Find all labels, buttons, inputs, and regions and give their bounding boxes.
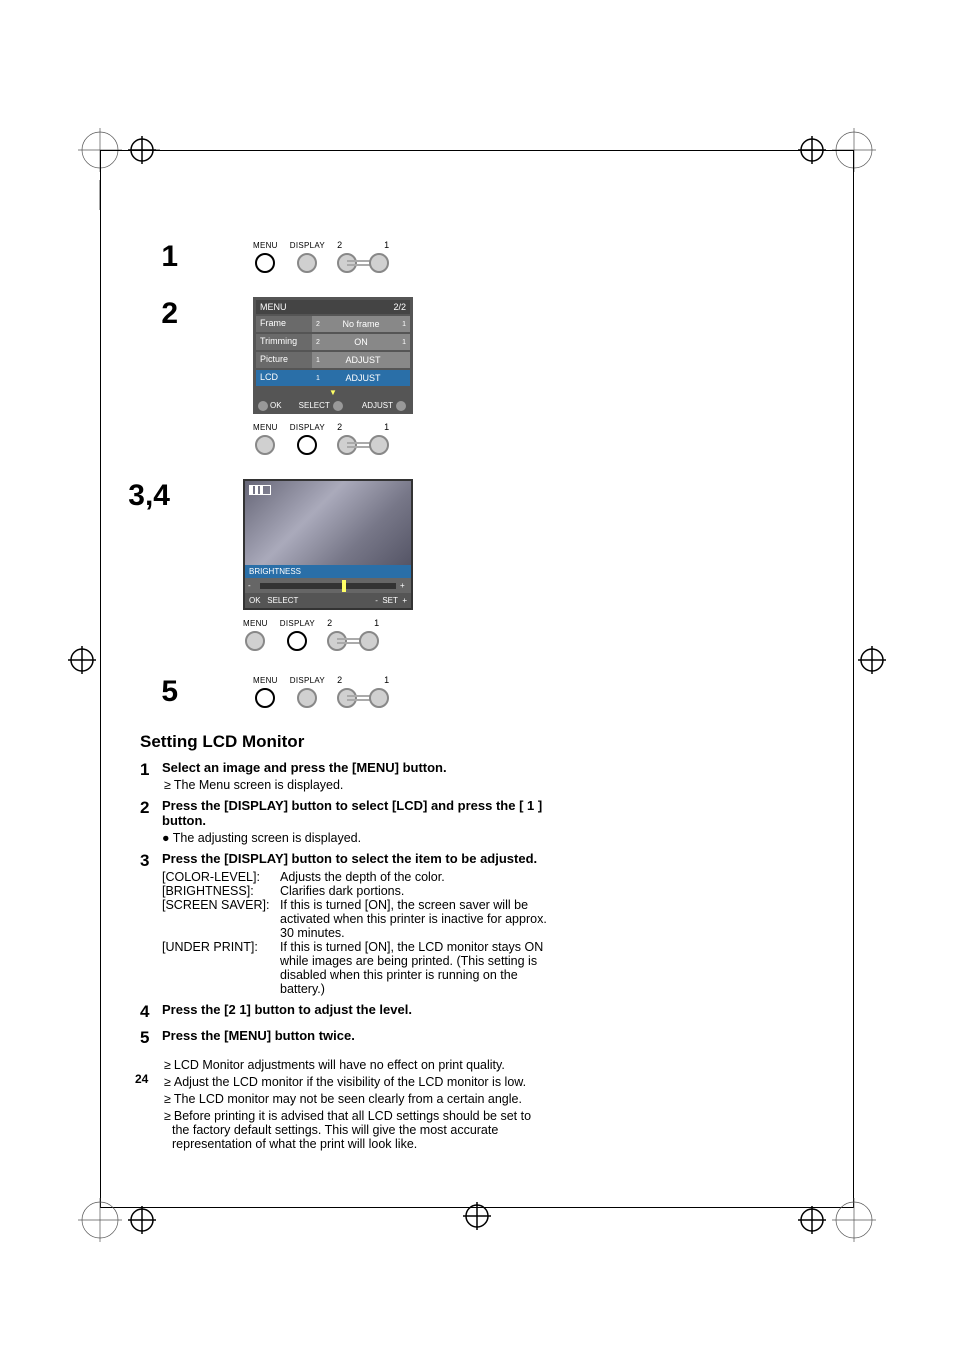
display-button[interactable]: DISPLAY [290,423,325,455]
circle-icon [245,631,265,651]
circle-icon [255,435,275,455]
instruction-item: 3Press the [DISPLAY] button to select th… [140,851,550,996]
note-item: LCD Monitor adjustments will have no eff… [162,1058,550,1072]
note-item: Before printing it is advised that all L… [162,1109,550,1151]
reg-bc [457,1196,497,1236]
step-34-block: 3,4 BRIGHTNESS - + OK SELECT - SET + MEN… [183,479,463,651]
menu-row[interactable]: Trimming2ON1 [256,334,410,350]
menu-button[interactable]: MENU [243,619,268,651]
circle-icon [255,688,275,708]
button-row-2: MENU DISPLAY 21 [253,422,463,455]
step-num-34: 3,4 [125,479,170,513]
step-1-block: 1 MENU DISPLAY 21 [183,240,463,273]
lcd-preview: BRIGHTNESS - + OK SELECT - SET + [243,479,413,610]
arrow-rocker[interactable]: 21 [337,240,389,273]
circle-icon [297,688,317,708]
step-num-1: 1 [133,240,178,274]
step-5-block: 5 MENU DISPLAY 21 [183,675,463,708]
battery-icon [249,485,271,495]
reg-ml [62,640,102,680]
notes-list: LCD Monitor adjustments will have no eff… [140,1058,550,1151]
note-item: The LCD monitor may not be seen clearly … [162,1092,550,1106]
display-button[interactable]: DISPLAY [290,676,325,708]
lcd-adjust-label: BRIGHTNESS [245,565,411,578]
instruction-item: 4Press the [2 1] button to adjust the le… [140,1002,550,1022]
crop-tr [794,120,884,210]
arrow-rocker[interactable]: 21 [327,618,379,651]
menu-down-arrow: ▼ [256,388,410,397]
circle-icon [297,253,317,273]
section-title: Setting LCD Monitor [140,732,550,752]
step-num-2: 2 [133,297,178,331]
brightness-slider[interactable]: - + [245,578,411,593]
crop-line-top [100,150,854,151]
arrow-rocker[interactable]: 21 [337,422,389,455]
instruction-item: 2Press the [DISPLAY] button to select [L… [140,798,550,845]
menu-row[interactable]: Frame2No frame1 [256,316,410,332]
step-2-block: 2 MENU 2/2 Frame2No frame1Trimming2ON1Pi… [183,297,463,455]
circle-icon [255,253,275,273]
instruction-list: 1Select an image and press the [MENU] bu… [140,760,550,1048]
arrow-rocker[interactable]: 21 [337,675,389,708]
instruction-item: 1Select an image and press the [MENU] bu… [140,760,550,792]
menu-button[interactable]: MENU [253,423,278,455]
crop-br [794,1160,884,1250]
button-row-1: MENU DISPLAY 21 [253,240,463,273]
circle-icon [287,631,307,651]
button-row-34: MENU DISPLAY 21 [243,618,463,651]
button-row-5: MENU DISPLAY 21 [253,675,463,708]
display-button[interactable]: DISPLAY [280,619,315,651]
crop-bl [70,1160,160,1250]
menu-row[interactable]: LCD1ADJUST [256,370,410,386]
menu-panel: MENU 2/2 Frame2No frame1 Trimming2ON1 Pict… [253,297,413,414]
display-button[interactable]: DISPLAY [290,241,325,273]
menu-title: MENU [260,302,287,312]
note-item: Adjust the LCD monitor if the visibility… [162,1075,550,1089]
menu-row[interactable]: Picture1ADJUST [256,352,410,368]
step-num-5: 5 [133,675,178,709]
menu-button[interactable]: MENU [253,676,278,708]
crop-tl [70,120,160,210]
reg-mr [852,640,892,680]
menu-button[interactable]: MENU [253,241,278,273]
menu-page: 2/2 [393,302,406,312]
page-number: 24 [135,1072,148,1086]
circle-icon [297,435,317,455]
instruction-item: 5Press the [MENU] button twice. [140,1028,550,1048]
